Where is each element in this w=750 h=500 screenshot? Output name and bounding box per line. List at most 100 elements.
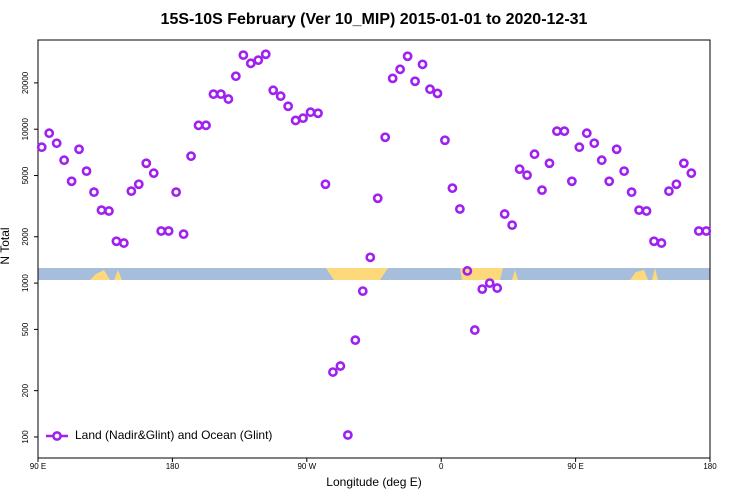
point xyxy=(671,179,682,190)
point xyxy=(477,284,488,295)
point xyxy=(163,226,174,236)
point xyxy=(104,206,114,216)
point xyxy=(499,209,510,219)
point xyxy=(589,138,600,149)
point xyxy=(230,71,241,82)
point xyxy=(432,88,443,99)
point xyxy=(44,128,55,139)
x-axis-label: Longitude (deg E) xyxy=(326,475,421,489)
point xyxy=(36,142,47,153)
land-area xyxy=(326,268,388,280)
point xyxy=(81,166,92,177)
point xyxy=(186,151,196,162)
point xyxy=(454,204,465,214)
point xyxy=(596,155,607,166)
point xyxy=(260,49,271,60)
point xyxy=(372,193,383,204)
point xyxy=(484,278,495,288)
point xyxy=(178,229,189,240)
point xyxy=(335,361,346,371)
y-tick-label: 20000 xyxy=(21,71,30,94)
point xyxy=(395,64,406,75)
point xyxy=(619,166,630,177)
point xyxy=(529,149,540,160)
point xyxy=(693,226,704,236)
point xyxy=(111,236,122,247)
point xyxy=(126,186,137,197)
point xyxy=(223,94,234,104)
point xyxy=(581,128,592,139)
point xyxy=(156,226,167,236)
point xyxy=(649,236,659,247)
point xyxy=(410,76,420,87)
y-tick-label: 5000 xyxy=(21,166,30,184)
legend-label: Land (Nadir&Glint) and Ocean (Glint) xyxy=(75,428,272,442)
point xyxy=(96,205,107,216)
point xyxy=(238,50,249,61)
y-tick-label: 100 xyxy=(21,430,30,444)
point xyxy=(148,168,159,179)
point xyxy=(664,186,674,197)
point xyxy=(559,126,570,137)
point xyxy=(634,205,644,216)
point xyxy=(350,335,361,346)
point xyxy=(268,85,279,96)
point xyxy=(59,155,70,166)
point xyxy=(701,226,712,236)
x-tick-label: 90 W xyxy=(297,462,316,471)
point xyxy=(626,187,637,198)
point xyxy=(253,55,264,66)
point xyxy=(66,176,77,187)
point xyxy=(552,126,562,137)
y-tick-label: 200 xyxy=(21,383,30,397)
point xyxy=(440,135,450,146)
point xyxy=(641,206,652,216)
x-tick-label: 0 xyxy=(439,462,444,471)
point xyxy=(462,266,473,276)
x-tick-label: 180 xyxy=(166,462,180,471)
point xyxy=(544,158,555,169)
point xyxy=(305,107,316,118)
y-tick-label: 1000 xyxy=(21,274,30,292)
point xyxy=(141,158,152,169)
point xyxy=(656,238,667,248)
y-tick-label: 10000 xyxy=(21,118,30,141)
point xyxy=(686,168,697,179)
point xyxy=(425,84,435,95)
x-tick-label: 180 xyxy=(703,462,717,471)
point xyxy=(118,238,129,248)
land-ocean-strip xyxy=(38,268,710,280)
point xyxy=(51,138,62,149)
point xyxy=(514,164,525,175)
point xyxy=(507,220,518,231)
y-tick-label: 500 xyxy=(21,322,30,336)
point xyxy=(380,132,391,143)
point xyxy=(216,89,226,100)
point xyxy=(208,89,219,100)
point xyxy=(678,158,689,169)
point xyxy=(133,179,144,190)
land-area xyxy=(460,268,518,280)
point xyxy=(492,283,503,293)
point xyxy=(604,176,615,187)
point xyxy=(402,51,413,62)
point xyxy=(313,108,323,119)
point xyxy=(611,144,622,155)
point xyxy=(275,91,286,102)
point xyxy=(290,115,301,126)
plot-frame xyxy=(37,39,711,459)
point xyxy=(89,187,99,198)
legend-marker xyxy=(52,431,62,441)
point xyxy=(566,176,577,187)
point xyxy=(74,144,84,155)
point xyxy=(447,183,458,194)
point xyxy=(574,142,585,153)
point xyxy=(171,187,182,198)
point xyxy=(342,430,353,440)
point xyxy=(417,59,428,70)
point xyxy=(320,179,331,190)
point xyxy=(283,101,294,112)
point xyxy=(193,120,204,131)
point xyxy=(537,185,547,196)
